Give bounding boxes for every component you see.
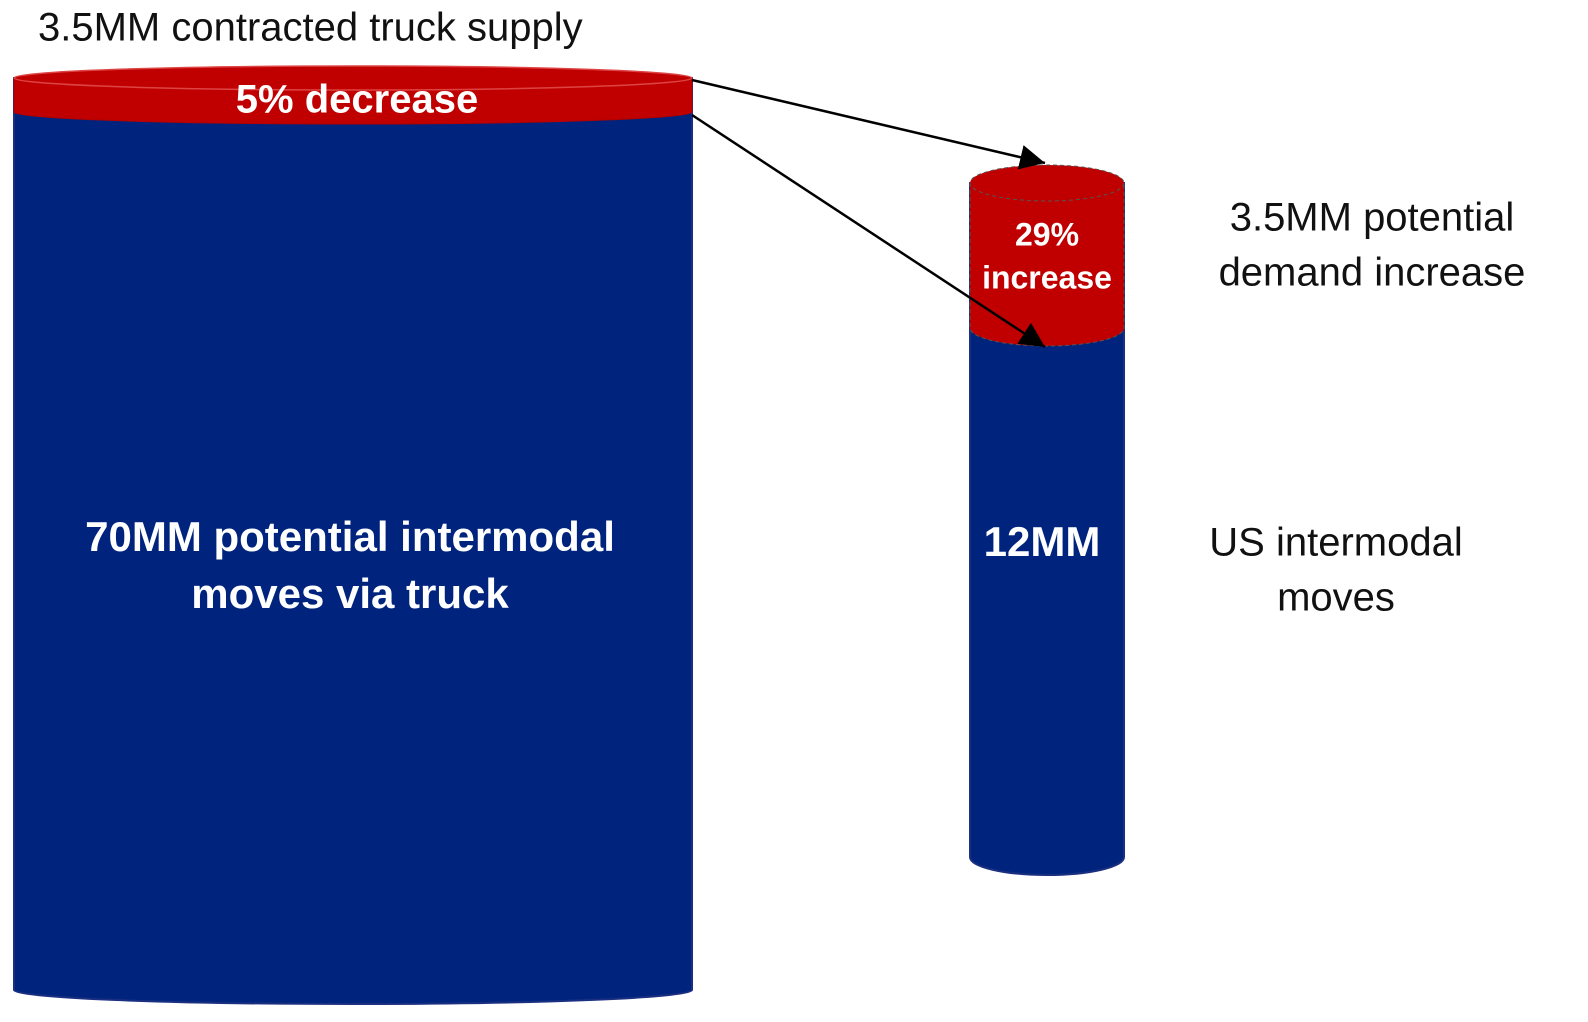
increase-label: 29% [1015, 216, 1079, 252]
moves-label: moves [1277, 576, 1395, 620]
decrease-label: 5% decrease [236, 78, 478, 122]
body-label: moves via truck [191, 570, 509, 617]
supply-label: 3.5MM contracted truck supply [38, 6, 583, 50]
arrow [691, 113, 1046, 349]
body-label: 70MM potential intermodal [85, 513, 615, 560]
moves-label: US intermodal [1209, 521, 1462, 565]
arrow [691, 78, 1046, 170]
demand-label: demand increase [1219, 251, 1526, 295]
increase-label: increase [982, 259, 1112, 295]
moves-value: 12MM [984, 518, 1101, 565]
demand-label: 3.5MM potential [1230, 196, 1515, 240]
small-cylinder [969, 164, 1125, 876]
large-cylinder [13, 65, 693, 1005]
